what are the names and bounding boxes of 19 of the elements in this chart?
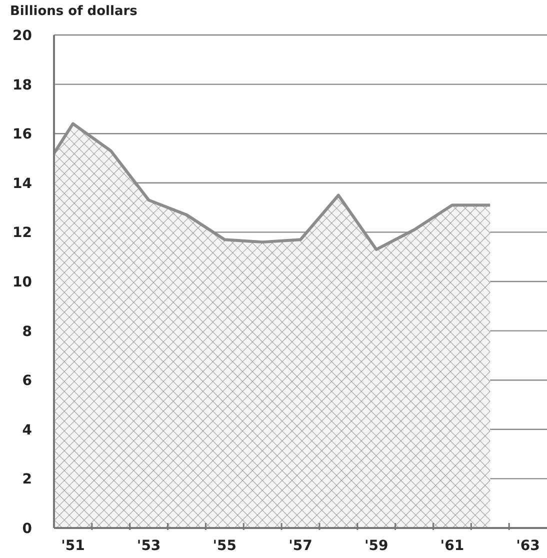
x-tick-label: '53 [136, 538, 161, 554]
x-tick-label: '59 [364, 538, 388, 554]
y-tick-label: 2 [22, 472, 32, 488]
x-tick-label: '57 [288, 538, 312, 554]
y-tick-label: 4 [22, 422, 32, 438]
y-tick-label: 10 [12, 274, 32, 290]
y-tick-label: 12 [12, 225, 32, 242]
y-tick-label: 20 [12, 28, 32, 44]
x-tick-label: '63 [516, 538, 540, 554]
y-tick-label: 8 [22, 324, 32, 340]
x-tick-label: '51 [61, 538, 85, 554]
y-tick-label: 16 [12, 126, 32, 143]
y-tick-label: 0 [22, 520, 32, 537]
y-tick-label: 6 [22, 373, 32, 390]
y-tick-label: 14 [12, 176, 32, 192]
y-axis-title: Billions of dollars [10, 4, 138, 19]
x-tick-label: '61 [440, 538, 464, 554]
x-tick-label: '55 [212, 538, 237, 554]
y-tick-label: 18 [12, 77, 32, 94]
